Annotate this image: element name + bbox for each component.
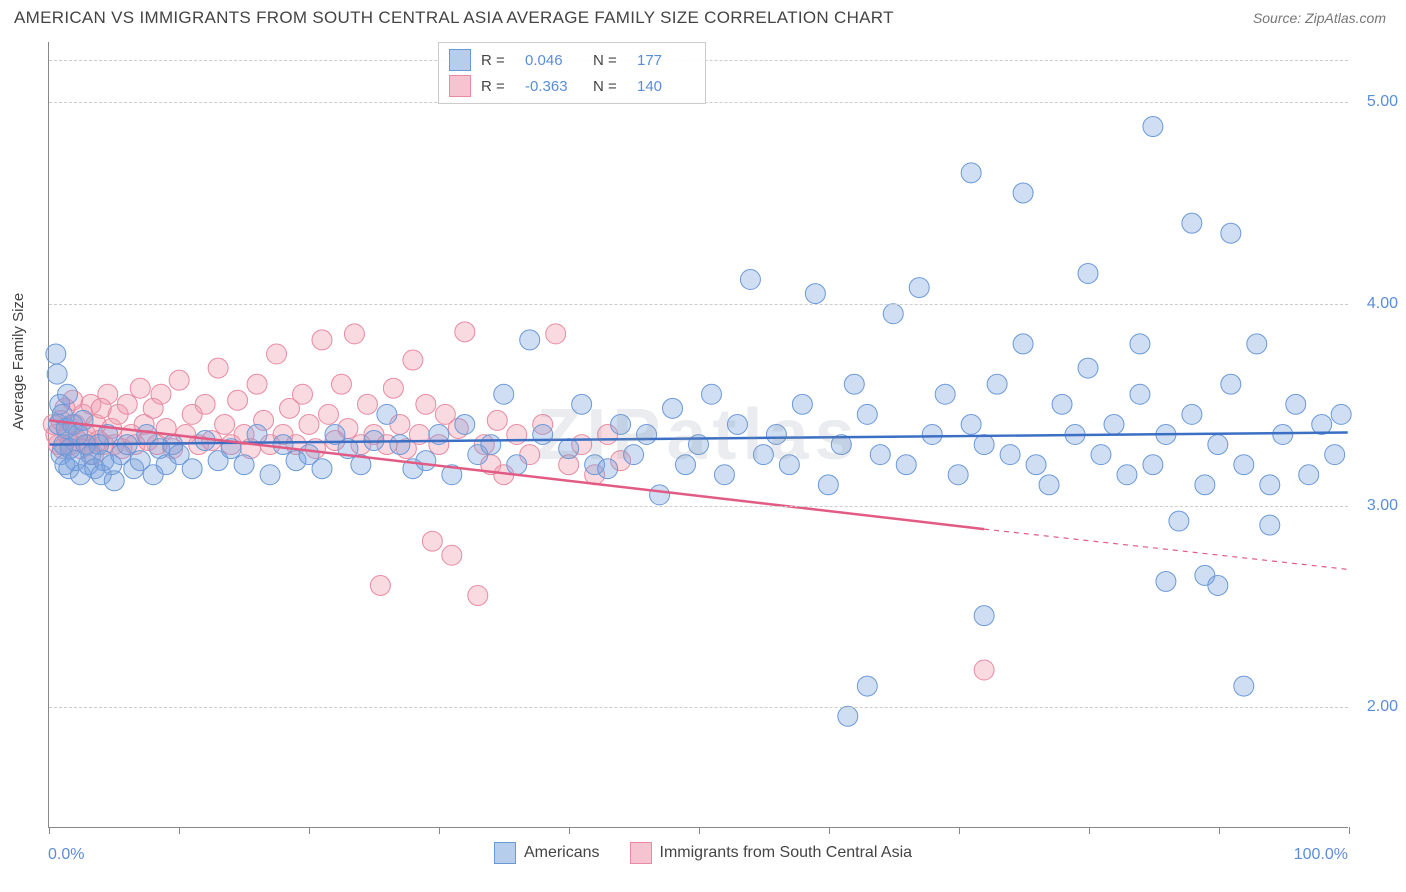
r-label: R = [481,52,515,69]
y-tick-label: 2.00 [1367,698,1398,716]
x-tick [309,827,310,834]
y-tick-label: 3.00 [1367,497,1398,515]
x-tick [1219,827,1220,834]
x-tick [439,827,440,834]
n-label: N = [593,52,627,69]
series-label-americans: Americans [524,844,600,862]
chart-source: Source: ZipAtlas.com [1253,10,1386,26]
swatch-immigrants [630,842,652,864]
x-tick [569,827,570,834]
swatch-immigrants [449,75,471,97]
x-tick [829,827,830,834]
x-tick [699,827,700,834]
y-tick-label: 4.00 [1367,295,1398,313]
n-value-americans: 177 [637,52,695,69]
gridline [49,707,1348,708]
legend-item-americans: Americans [494,842,600,864]
gridline [49,304,1348,305]
n-value-immigrants: 140 [637,78,695,95]
correlation-legend: R = 0.046 N = 177 R = -0.363 N = 140 [438,42,706,104]
y-axis-label: Average Family Size [10,293,27,430]
legend-item-immigrants: Immigrants from South Central Asia [630,842,913,864]
x-tick [49,827,50,834]
legend-row-americans: R = 0.046 N = 177 [449,47,695,73]
n-label: N = [593,78,627,95]
x-tick [179,827,180,834]
swatch-americans [494,842,516,864]
swatch-americans [449,49,471,71]
r-value-americans: 0.046 [525,52,583,69]
scatter-plot [49,42,1348,827]
series-label-immigrants: Immigrants from South Central Asia [660,844,913,862]
x-axis-max-label: 100.0% [1294,846,1348,864]
legend-row-immigrants: R = -0.363 N = 140 [449,73,695,99]
r-value-immigrants: -0.363 [525,78,583,95]
y-tick-label: 5.00 [1367,93,1398,111]
x-tick [959,827,960,834]
x-axis-min-label: 0.0% [48,846,84,864]
chart-title: AMERICAN VS IMMIGRANTS FROM SOUTH CENTRA… [14,8,894,28]
r-label: R = [481,78,515,95]
series-legend: Americans Immigrants from South Central … [0,842,1406,864]
x-tick [1089,827,1090,834]
x-tick [1349,827,1350,834]
chart-plot-area: ZIPatlas 2.003.004.005.00 [48,42,1348,828]
gridline [49,506,1348,507]
